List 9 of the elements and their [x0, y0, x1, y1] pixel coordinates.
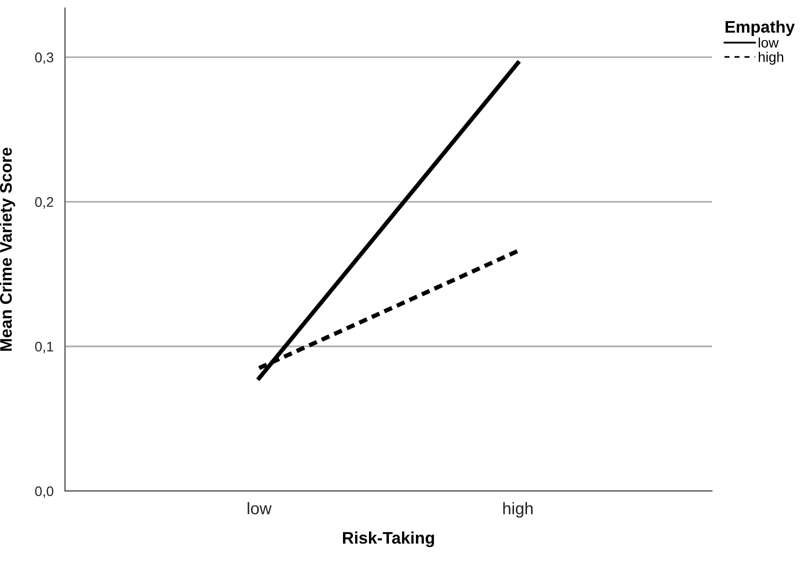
- x-axis-title: Risk-Taking: [343, 532, 434, 548]
- y-tick-label: 0,0: [35, 486, 54, 498]
- y-axis-title: Mean Crime Variety Score: [0, 148, 16, 351]
- legend-label: low: [758, 37, 779, 48]
- legend-label: high: [758, 52, 784, 65]
- y-tick-label: 0,3: [35, 52, 54, 64]
- legend-title: Empathy: [726, 20, 795, 36]
- y-tick-label: 0,1: [35, 342, 54, 354]
- y-tick-label: 0,2: [35, 197, 54, 209]
